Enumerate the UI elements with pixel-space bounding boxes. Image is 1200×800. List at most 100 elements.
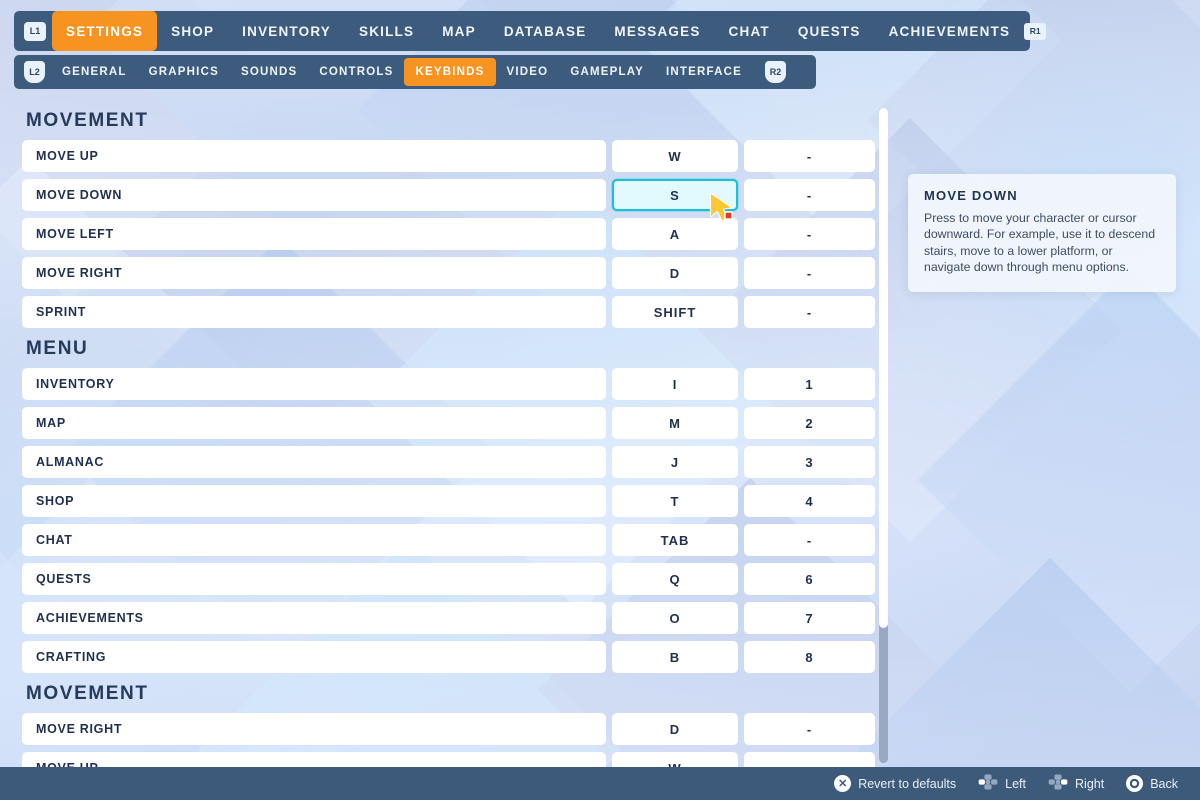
footer-button-label: Revert to defaults: [858, 776, 957, 791]
keybind-row: MOVE UP W -: [22, 140, 900, 172]
tab-interface[interactable]: INTERFACE: [666, 66, 743, 78]
keybind-primary-key[interactable]: W: [612, 140, 738, 172]
tab-general[interactable]: GENERAL: [62, 66, 127, 78]
scrollbar-track[interactable]: [879, 108, 888, 763]
nav-item-map[interactable]: MAP: [442, 23, 476, 39]
keybind-list[interactable]: MOVEMENT MOVE UP W - MOVE DOWN S - MOVE LEFT A - M…: [0, 100, 900, 768]
nav-item-quests[interactable]: QUESTS: [797, 23, 861, 39]
keybind-primary-key[interactable]: B: [612, 641, 738, 673]
keybind-secondary-key[interactable]: 1: [744, 368, 875, 400]
footer-button-label: Right: [1075, 776, 1105, 791]
keybind-row: SPRINT SHIFT -: [22, 296, 900, 328]
keybind-secondary-key[interactable]: 4: [744, 485, 875, 517]
keybind-secondary-key[interactable]: 8: [744, 641, 875, 673]
keybind-action-label[interactable]: SHOP: [22, 485, 606, 517]
keybind-row: MOVE LEFT A -: [22, 218, 900, 250]
footer-button-left[interactable]: Left: [978, 774, 1026, 793]
keybind-action-label[interactable]: CRAFTING: [22, 641, 606, 673]
nav-item-skills[interactable]: SKILLS: [359, 23, 415, 39]
keybind-row: QUESTS Q 6: [22, 563, 900, 595]
bumper-r1-icon: R1: [1024, 22, 1047, 40]
keybind-primary-key[interactable]: W: [612, 752, 738, 768]
keybind-row: MOVE UP W -: [22, 752, 900, 768]
keybind-secondary-key[interactable]: -: [744, 218, 875, 250]
keybind-action-label[interactable]: MAP: [22, 407, 606, 439]
tab-sounds[interactable]: SOUNDS: [240, 66, 298, 78]
keybind-row: MAP M 2: [22, 407, 900, 439]
nav-item-settings[interactable]: SETTINGS: [52, 11, 158, 51]
keybind-secondary-key[interactable]: -: [744, 524, 875, 556]
keybind-primary-key[interactable]: O: [612, 602, 738, 634]
tab-gameplay[interactable]: GAMEPLAY: [570, 66, 645, 78]
keybind-action-label[interactable]: MOVE RIGHT: [22, 713, 606, 745]
footer-button-right[interactable]: Right: [1048, 774, 1104, 793]
scrollbar-thumb[interactable]: [879, 108, 888, 628]
mouse-cursor-icon: [709, 192, 739, 224]
keybind-primary-key[interactable]: I: [612, 368, 738, 400]
nav-item-messages[interactable]: MESSAGES: [614, 23, 701, 39]
keybind-action-label[interactable]: CHAT: [22, 524, 606, 556]
keybind-primary-key[interactable]: M: [612, 407, 738, 439]
nav-item-achievements[interactable]: ACHIEVEMENTS: [888, 23, 1011, 39]
circle-button-icon: [1126, 775, 1144, 792]
keybind-secondary-key[interactable]: -: [744, 296, 875, 328]
keybind-row: INVENTORY I 1: [22, 368, 900, 400]
keybind-secondary-key[interactable]: -: [744, 257, 875, 289]
keybind-secondary-key[interactable]: -: [744, 752, 875, 768]
nav-item-shop[interactable]: SHOP: [171, 23, 215, 39]
bumper-r2-icon: R2: [765, 61, 787, 83]
keybind-row: MOVE DOWN S -: [22, 179, 900, 211]
keybind-secondary-key[interactable]: -: [744, 179, 875, 211]
keybind-primary-key[interactable]: J: [612, 446, 738, 478]
keybind-primary-key[interactable]: T: [612, 485, 738, 517]
keybind-action-label[interactable]: SPRINT: [22, 296, 606, 328]
bumper-l1-icon: L1: [24, 21, 46, 41]
keybind-action-label[interactable]: QUESTS: [22, 563, 606, 595]
keybind-secondary-key[interactable]: -: [744, 140, 875, 172]
tooltip-title: MOVE DOWN: [924, 188, 1018, 203]
keybind-row: MOVE RIGHT D -: [22, 257, 900, 289]
bumper-l2-icon: L2: [24, 61, 45, 83]
tab-keybinds[interactable]: KEYBINDS: [404, 58, 496, 86]
keybind-row: CHAT TAB -: [22, 524, 900, 556]
keybind-primary-key[interactable]: SHIFT: [612, 296, 738, 328]
tab-controls[interactable]: CONTROLS: [319, 66, 394, 78]
keybind-primary-key[interactable]: D: [612, 713, 738, 745]
footer-button-hints: ✕ Revert to defaults Left Right Back: [0, 767, 1200, 800]
section-header: MOVEMENT: [26, 110, 149, 131]
nav-item-chat[interactable]: CHAT: [728, 23, 770, 39]
tab-graphics[interactable]: GRAPHICS: [148, 66, 219, 78]
tab-video[interactable]: VIDEO: [506, 66, 549, 78]
keybind-secondary-key[interactable]: -: [744, 713, 875, 745]
nav-item-inventory[interactable]: INVENTORY: [242, 23, 331, 39]
section-header: MOVEMENT: [26, 683, 149, 704]
keybind-action-label[interactable]: ALMANAC: [22, 446, 606, 478]
settings-tab-bar: L2 GENERAL GRAPHICS SOUNDS CONTROLS KEYBINDS…: [14, 55, 816, 89]
keybind-primary-key[interactable]: D: [612, 257, 738, 289]
footer-button-label: Back: [1150, 776, 1178, 791]
keybind-row: MOVE RIGHT D -: [22, 713, 900, 745]
keybind-secondary-key[interactable]: 6: [744, 563, 875, 595]
keybind-primary-key[interactable]: TAB: [612, 524, 738, 556]
footer-button-back[interactable]: Back: [1126, 775, 1178, 792]
keybind-action-label[interactable]: MOVE LEFT: [22, 218, 606, 250]
keybind-secondary-key[interactable]: 2: [744, 407, 875, 439]
keybind-secondary-key[interactable]: 3: [744, 446, 875, 478]
footer-button-label: Left: [1005, 776, 1027, 791]
keybind-action-label[interactable]: MOVE UP: [22, 140, 606, 172]
keybind-action-label[interactable]: MOVE RIGHT: [22, 257, 606, 289]
keybind-row: CRAFTING B 8: [22, 641, 900, 673]
keybind-primary-key[interactable]: A: [612, 218, 738, 250]
keybind-tooltip: MOVE DOWN Press to move your character o…: [908, 174, 1176, 292]
keybind-action-label[interactable]: ACHIEVEMENTS: [22, 602, 606, 634]
dpad-right-icon: [1048, 774, 1068, 793]
keybind-action-label[interactable]: MOVE DOWN: [22, 179, 606, 211]
dpad-left-icon: [978, 774, 998, 793]
keybind-primary-key[interactable]: Q: [612, 563, 738, 595]
keybind-secondary-key[interactable]: 7: [744, 602, 875, 634]
settings-tab-items: GENERAL GRAPHICS SOUNDS CONTROLS KEYBINDS VID…: [51, 58, 753, 86]
nav-item-database[interactable]: DATABASE: [503, 23, 587, 39]
keybind-action-label[interactable]: INVENTORY: [22, 368, 606, 400]
keybind-action-label[interactable]: MOVE UP: [22, 752, 606, 768]
footer-button-revert-to-defaults[interactable]: ✕ Revert to defaults: [834, 775, 956, 792]
